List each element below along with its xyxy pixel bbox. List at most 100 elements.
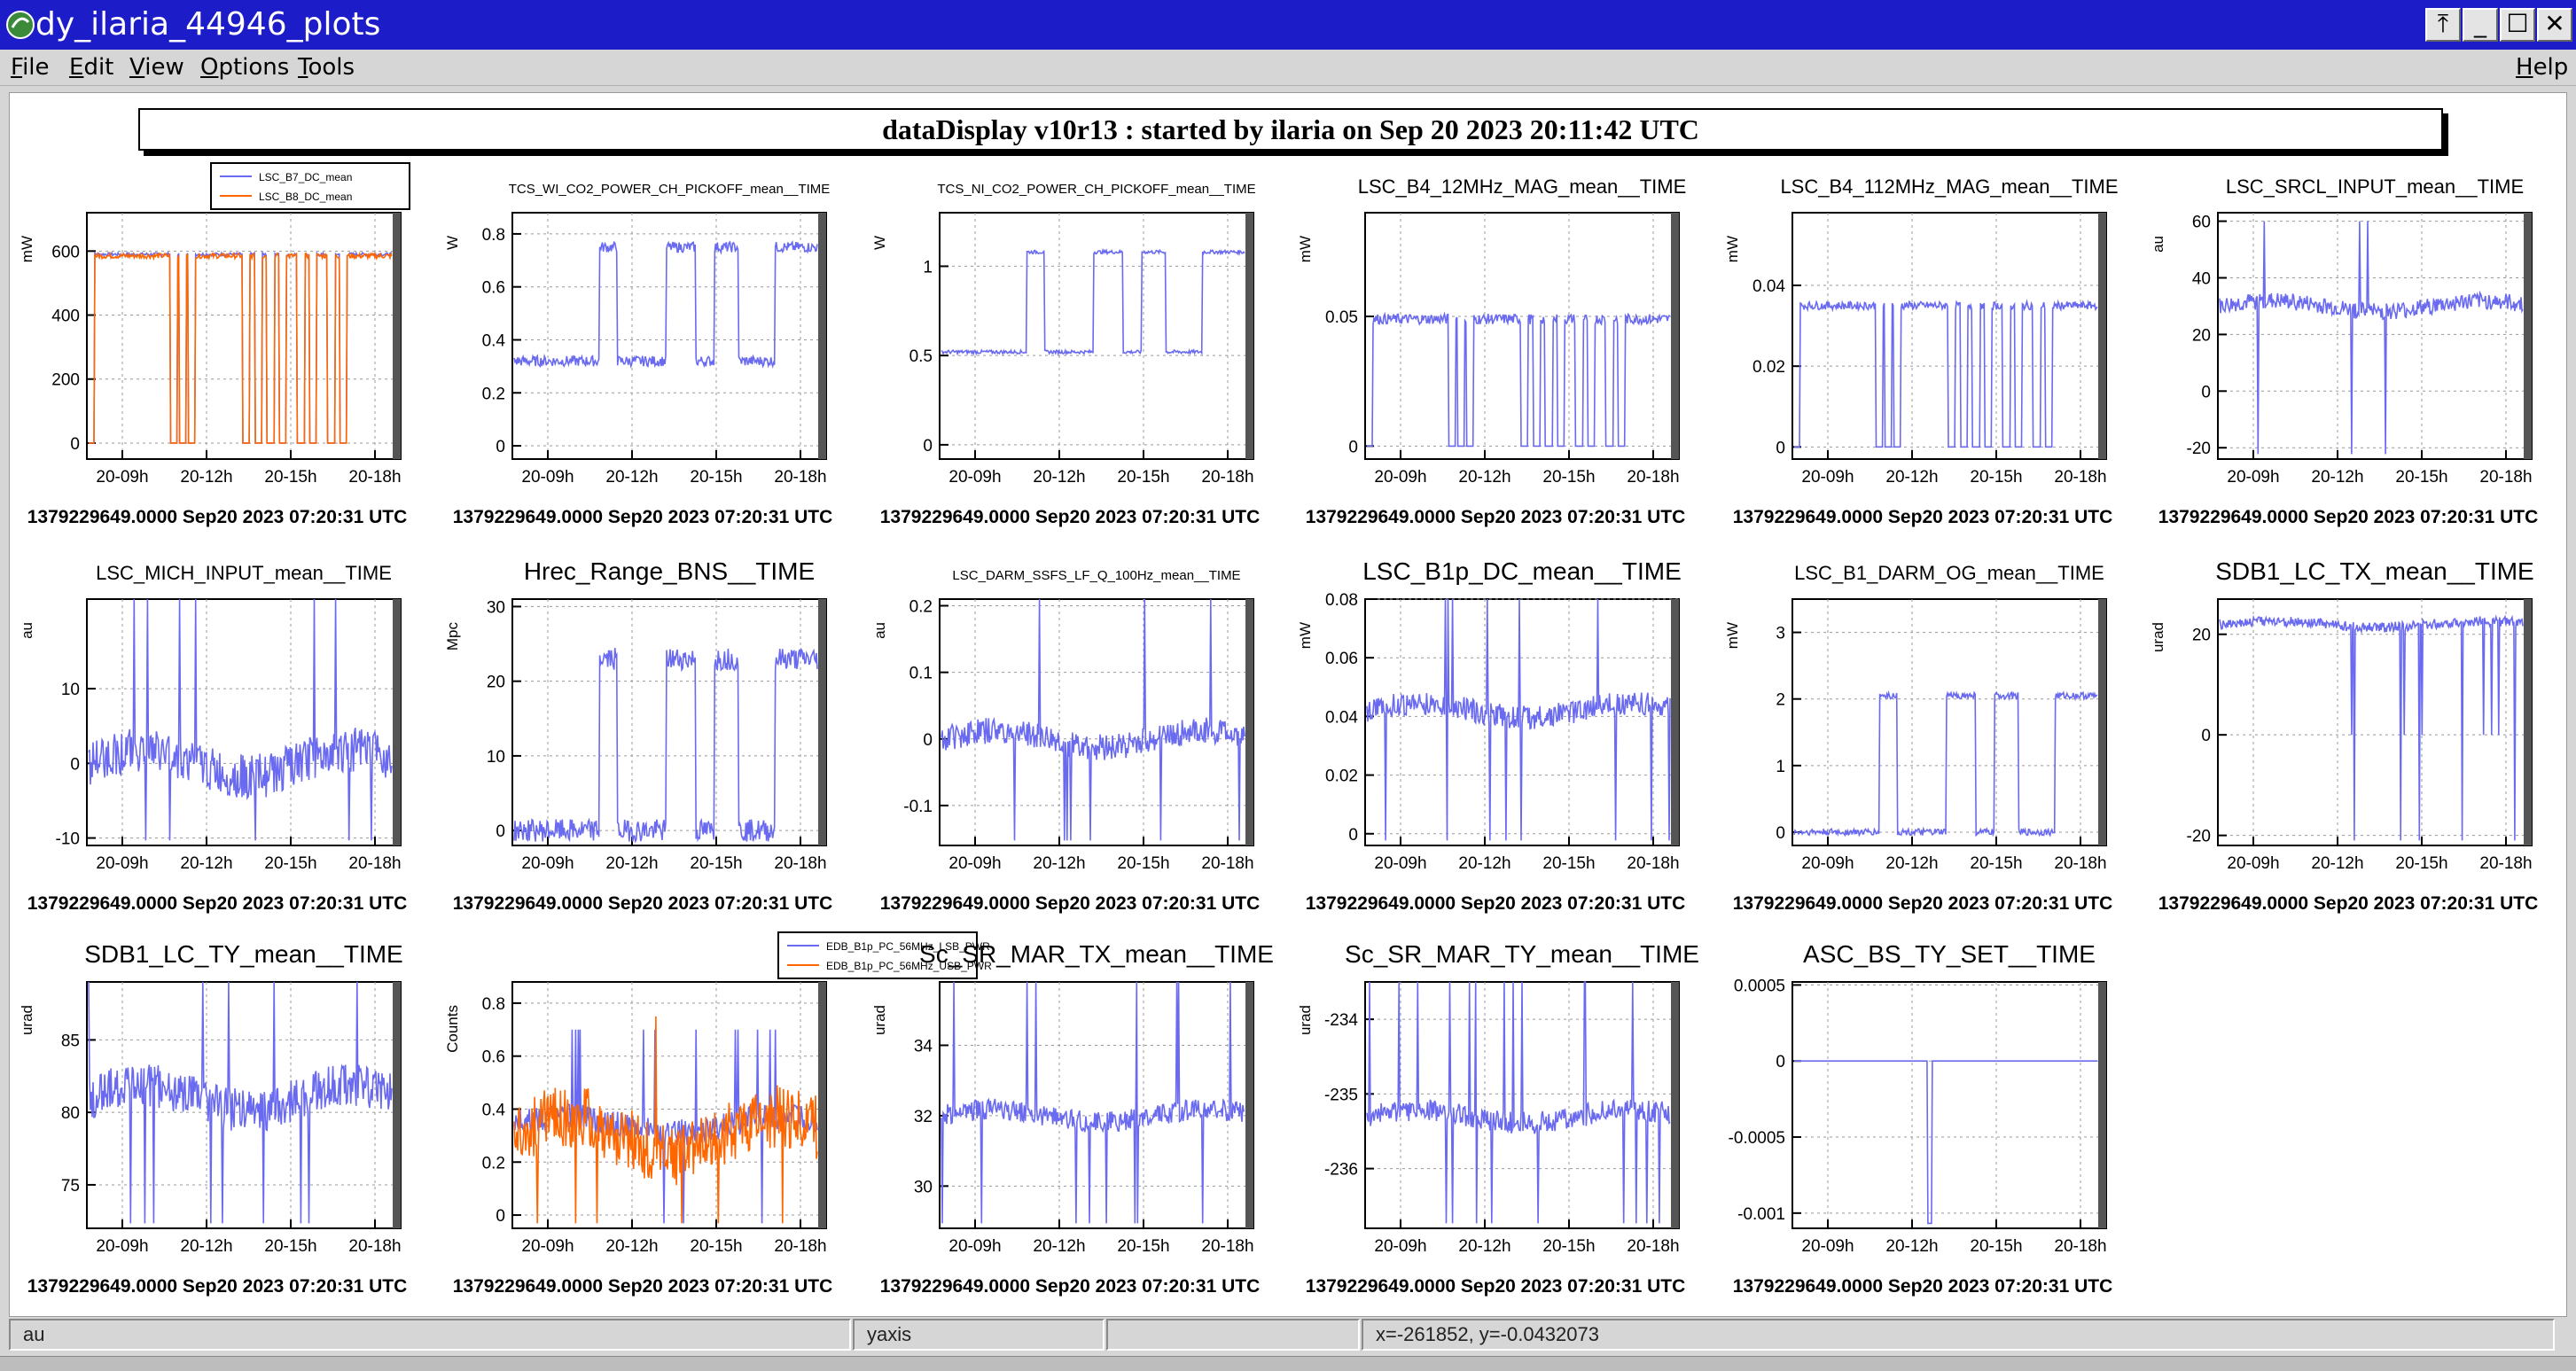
x-tick-label: 20-15h bbox=[1117, 468, 1169, 487]
x-tick-label: 20-18h bbox=[2054, 1237, 2106, 1256]
x-tick-label: 20-09h bbox=[948, 468, 1001, 487]
series-line bbox=[1367, 311, 1671, 448]
x-tick-label: 20-09h bbox=[2227, 468, 2279, 487]
x-tick-label: 20-15h bbox=[1117, 854, 1169, 873]
plot-panel[interactable]: 0 0.2 0.4 0.6 0.8 20-09h 20-12h 20-15h 20-18h W TC… bbox=[444, 182, 832, 527]
plot-frame bbox=[939, 981, 1254, 1229]
y-tick-label: 0 bbox=[2201, 727, 2211, 745]
y-tick-label: 20 bbox=[487, 674, 505, 692]
x-tick-label: 20-12h bbox=[2311, 468, 2363, 487]
plot-panel[interactable]: 0 0.2 0.4 0.6 0.8 20-09h 20-12h 20-15h 20-18h Cou… bbox=[444, 931, 992, 1297]
y-tick-label: 0.4 bbox=[482, 1101, 506, 1119]
series-line bbox=[88, 598, 393, 841]
menu-view[interactable]: View bbox=[129, 54, 184, 81]
series-line bbox=[513, 1016, 818, 1224]
plot-panel[interactable]: 0 0.05 20-09h 20-12h 20-15h 20-18h mW LSC_B4_12… bbox=[1297, 175, 1686, 527]
y-axis-label: W bbox=[871, 236, 888, 250]
plot-panel[interactable]: -20 0 20 20-09h 20-12h 20-15h 20-18h urad SDB1_L… bbox=[2150, 557, 2538, 914]
menu-tools[interactable]: Tools bbox=[298, 54, 355, 81]
plot-panel[interactable]: 30 32 34 20-09h 20-12h 20-15h 20-18h urad Sc_SR_… bbox=[871, 940, 1274, 1297]
y-tick-label: 0.8 bbox=[482, 226, 505, 245]
minor-ticks bbox=[1245, 982, 1253, 1228]
x-tick-label: 20-12h bbox=[605, 1237, 658, 1256]
x-tick-label: 20-12h bbox=[605, 468, 658, 487]
minimize-button[interactable]: _ bbox=[2463, 8, 2498, 42]
x-tick-label: 20-15h bbox=[1970, 468, 2022, 487]
series-line bbox=[941, 247, 1245, 356]
plot-panel[interactable]: 0 200 400 600 20-09h 20-12h 20-15h 20-18h mW LSC_… bbox=[19, 162, 410, 527]
y-tick-label: 60 bbox=[2192, 214, 2211, 232]
x-tick-label: 20-18h bbox=[348, 468, 401, 487]
plot-footer: 1379229649.0000 Sep20 2023 07:20:31 UTC bbox=[1306, 1276, 1686, 1297]
y-tick-label: 0 bbox=[923, 437, 933, 456]
status-field-empty bbox=[1106, 1319, 1360, 1351]
x-tick-label: 20-15h bbox=[2395, 468, 2447, 487]
y-axis-label: W bbox=[444, 236, 461, 250]
plot-panel[interactable]: 0 0.02 0.04 0.06 0.08 20-09h 20-12h 20-15h 20-18… bbox=[1297, 557, 1685, 914]
plot-panel[interactable]: 0 1 2 3 20-09h 20-12h 20-15h 20-18h mW LSC_B1_DAR… bbox=[1724, 562, 2112, 914]
plot-footer: 1379229649.0000 Sep20 2023 07:20:31 UTC bbox=[453, 507, 833, 527]
x-tick-label: 20-15h bbox=[690, 854, 742, 873]
minor-ticks bbox=[1671, 599, 1679, 845]
plot-panel[interactable]: 0 10 20 30 20-09h 20-12h 20-15h 20-18h Mpc Hrec_R… bbox=[444, 557, 832, 914]
x-tick-label: 20-12h bbox=[180, 854, 232, 873]
x-tick-label: 20-15h bbox=[264, 1237, 316, 1256]
plot-panel[interactable]: -0.001 -0.0005 0 0.0005 20-09h 20-12h 20-15h 20… bbox=[1729, 940, 2113, 1297]
y-tick-label: -0.001 bbox=[1737, 1205, 1785, 1224]
y-axis-label: urad bbox=[871, 1005, 888, 1035]
minor-ticks bbox=[393, 213, 401, 459]
maximize-button[interactable]: ☐ bbox=[2500, 8, 2535, 42]
series-line bbox=[1366, 981, 1671, 1224]
y-axis-label: au bbox=[871, 622, 888, 639]
legend-box bbox=[210, 162, 410, 210]
y-tick-label: 0.04 bbox=[1325, 708, 1358, 727]
status-field-coords: x=-261852, y=-0.0432073 bbox=[1362, 1319, 2555, 1351]
plot-footer: 1379229649.0000 Sep20 2023 07:20:31 UTC bbox=[880, 507, 1261, 527]
x-tick-label: 20-18h bbox=[2054, 468, 2106, 487]
menu-edit[interactable]: Edit bbox=[69, 54, 114, 81]
plot-canvas[interactable] bbox=[9, 92, 2567, 1317]
plot-title: Sc_SR_MAR_TX_mean__TIME bbox=[919, 940, 1274, 968]
x-tick-label: 20-12h bbox=[2311, 854, 2363, 873]
x-tick-label: 20-09h bbox=[1374, 1237, 1426, 1256]
plot-panel[interactable]: 0 0.5 1 20-09h 20-12h 20-15h 20-18h W TCS_NI_CO2… bbox=[871, 182, 1260, 527]
menu-help[interactable]: Help bbox=[2516, 54, 2569, 81]
plot-title: Sc_SR_MAR_TY_mean__TIME bbox=[1345, 940, 1699, 968]
plot-panel[interactable]: -10 0 10 20-09h 20-12h 20-15h 20-18h au LSC_MICH… bbox=[19, 562, 407, 914]
x-tick-label: 20-12h bbox=[1458, 1237, 1510, 1256]
minor-ticks bbox=[818, 599, 826, 845]
y-tick-label: 400 bbox=[51, 308, 80, 326]
y-tick-label: 75 bbox=[61, 1177, 80, 1196]
plot-footer: 1379229649.0000 Sep20 2023 07:20:31 UTC bbox=[1733, 893, 2113, 914]
plot-footer: 1379229649.0000 Sep20 2023 07:20:31 UTC bbox=[880, 1276, 1261, 1297]
x-tick-label: 20-18h bbox=[774, 468, 826, 487]
x-tick-label: 20-18h bbox=[2479, 468, 2532, 487]
menu-options[interactable]: Options bbox=[200, 54, 290, 81]
menu-file[interactable]: File bbox=[11, 54, 50, 81]
y-tick-label: -20 bbox=[2187, 440, 2211, 458]
y-tick-label: 0.05 bbox=[1325, 308, 1358, 327]
x-tick-label: 20-12h bbox=[1885, 1237, 1938, 1256]
menu-bar: File Edit View Options Tools Help bbox=[0, 50, 2576, 86]
series-line bbox=[1794, 1060, 2097, 1225]
y-axis-label: urad bbox=[19, 1005, 35, 1035]
y-tick-label: 0.04 bbox=[1752, 277, 1785, 296]
plot-panel[interactable]: -236 -235 -234 20-09h 20-12h 20-15h 20-18h urad… bbox=[1297, 940, 1699, 1297]
close-button[interactable]: ✕ bbox=[2537, 8, 2572, 42]
y-tick-label: -10 bbox=[56, 830, 80, 849]
y-tick-label: 0 bbox=[923, 731, 933, 750]
plot-panel[interactable]: -0.1 0 0.1 0.2 20-09h 20-12h 20-15h 20-18h au LSC… bbox=[871, 568, 1260, 914]
plot-panel[interactable]: -20 0 20 40 60 20-09h 20-12h 20-15h 20-18h au LSC_… bbox=[2150, 175, 2538, 527]
y-tick-label: 3 bbox=[1776, 625, 1785, 643]
plot-panel[interactable]: 0 0.02 0.04 20-09h 20-12h 20-15h 20-18h mW LSC_B… bbox=[1724, 175, 2119, 527]
x-tick-label: 20-12h bbox=[180, 1237, 232, 1256]
plot-frame bbox=[1364, 212, 1680, 460]
plot-panel[interactable]: 75 80 85 20-09h 20-12h 20-15h 20-18h urad SDB1_L… bbox=[19, 940, 407, 1297]
minor-ticks bbox=[2098, 982, 2106, 1228]
x-tick-label: 20-09h bbox=[521, 1237, 574, 1256]
x-tick-label: 20-09h bbox=[521, 468, 574, 487]
legend-label: EDB_B1p_PC_56MHz_USB_PWR bbox=[826, 960, 992, 972]
stay-on-top-button[interactable]: ⤒ bbox=[2425, 8, 2461, 42]
legend-label: LSC_B8_DC_mean bbox=[259, 191, 352, 203]
